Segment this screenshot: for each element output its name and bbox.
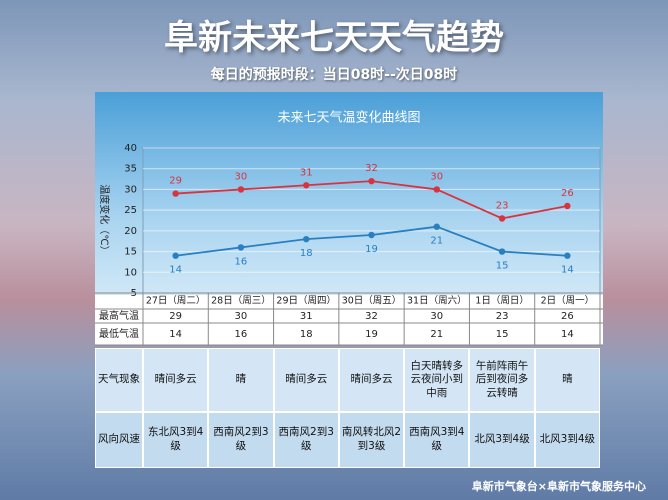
x-tick-label: 29日（周四） xyxy=(276,295,336,307)
data-label: 19 xyxy=(365,244,378,255)
table-cell: 西南风2到3级 xyxy=(273,412,339,468)
table-value: 19 xyxy=(365,329,378,340)
legend-label: 最高气温 xyxy=(99,309,139,322)
data-label: 30 xyxy=(430,171,443,182)
data-label: 15 xyxy=(496,261,509,272)
x-tick-label: 31日（周六） xyxy=(407,295,467,307)
table-value: 14 xyxy=(169,329,182,340)
data-point xyxy=(433,223,440,230)
data-point xyxy=(303,235,310,243)
data-point xyxy=(172,190,179,197)
y-axis-label: 温度变化（℃） xyxy=(98,184,111,255)
y-tick-label: 25 xyxy=(124,205,137,216)
table-row-label: 天气现象 xyxy=(95,348,143,412)
table-value: 18 xyxy=(300,329,313,340)
data-label: 26 xyxy=(561,188,574,199)
page-subtitle: 每日的预报时段：当日08时--次日08时 xyxy=(210,67,458,83)
table-cell: 南风转北风2到3级 xyxy=(338,412,405,468)
table-row-label: 风向风速 xyxy=(95,412,143,468)
table-value: 32 xyxy=(365,311,378,322)
y-tick-label: 30 xyxy=(124,184,137,195)
data-point xyxy=(172,252,179,259)
y-tick-label: 40 xyxy=(124,143,137,154)
y-tick-label: 10 xyxy=(124,267,137,278)
data-point xyxy=(564,202,571,210)
table-value: 15 xyxy=(496,329,509,340)
data-label: 14 xyxy=(169,265,182,276)
table-cell: 西南风3到4级 xyxy=(404,412,470,468)
table-value: 26 xyxy=(561,311,574,322)
data-point xyxy=(368,231,375,239)
footer: 阜新市气象台×阜新市气象服务中心 xyxy=(471,480,646,493)
table-value: 23 xyxy=(496,311,509,322)
data-point xyxy=(368,177,375,185)
table-cell: 晴间多云 xyxy=(338,348,405,412)
table-cell: 北风3到4级 xyxy=(469,412,535,468)
page-title: 阜新未来七天天气趋势 xyxy=(164,18,504,58)
data-label: 23 xyxy=(496,200,509,211)
table-value: 21 xyxy=(430,329,443,340)
y-tick-label: 15 xyxy=(124,247,137,258)
x-tick-label: 1日（周日） xyxy=(475,295,529,307)
table-value: 31 xyxy=(300,311,313,322)
x-tick-label: 2日（周一） xyxy=(541,295,595,307)
table-cell: 午前阵雨午后到夜间多云转晴 xyxy=(469,348,535,412)
table-cell: 晴 xyxy=(534,348,600,412)
data-label: 16 xyxy=(235,256,248,267)
table-cell: 北风3到4级 xyxy=(534,412,600,468)
x-tick-label: 27日（周二） xyxy=(146,295,206,307)
data-point xyxy=(564,252,571,259)
data-label: 30 xyxy=(235,171,248,182)
x-tick-label: 28日（周三） xyxy=(211,295,271,307)
table-value: 29 xyxy=(169,311,182,322)
table-value: 30 xyxy=(430,311,443,322)
data-label: 21 xyxy=(430,236,443,247)
x-tick-label: 30日（周五） xyxy=(342,295,402,307)
data-label: 32 xyxy=(365,163,378,174)
table-cell: 晴 xyxy=(208,348,274,412)
data-point xyxy=(303,182,310,189)
table-cell: 西南风2到3级 xyxy=(208,412,274,468)
table-cell: 东北风3到4级 xyxy=(143,412,209,468)
data-label: 18 xyxy=(300,248,313,259)
y-tick-label: 20 xyxy=(124,226,137,237)
data-label: 14 xyxy=(561,265,574,276)
table-value: 14 xyxy=(561,329,574,340)
table-cell: 白天晴转多云夜间小到中雨 xyxy=(404,348,470,412)
value-table-bg xyxy=(95,295,603,345)
data-point xyxy=(237,186,245,193)
table-value: 30 xyxy=(235,311,248,322)
y-tick-label: 35 xyxy=(124,164,137,175)
data-point xyxy=(498,215,506,222)
chart-title: 未来七天气温变化曲线图 xyxy=(277,110,420,126)
data-label: 31 xyxy=(300,167,313,178)
legend-label: 最低气温 xyxy=(99,327,139,340)
table-value: 16 xyxy=(235,329,248,340)
table-cell: 晴间多云 xyxy=(273,348,339,412)
data-point xyxy=(498,248,506,255)
table-cell: 晴间多云 xyxy=(143,348,209,412)
data-point xyxy=(237,244,245,251)
data-label: 29 xyxy=(169,176,182,187)
data-point xyxy=(433,186,440,193)
